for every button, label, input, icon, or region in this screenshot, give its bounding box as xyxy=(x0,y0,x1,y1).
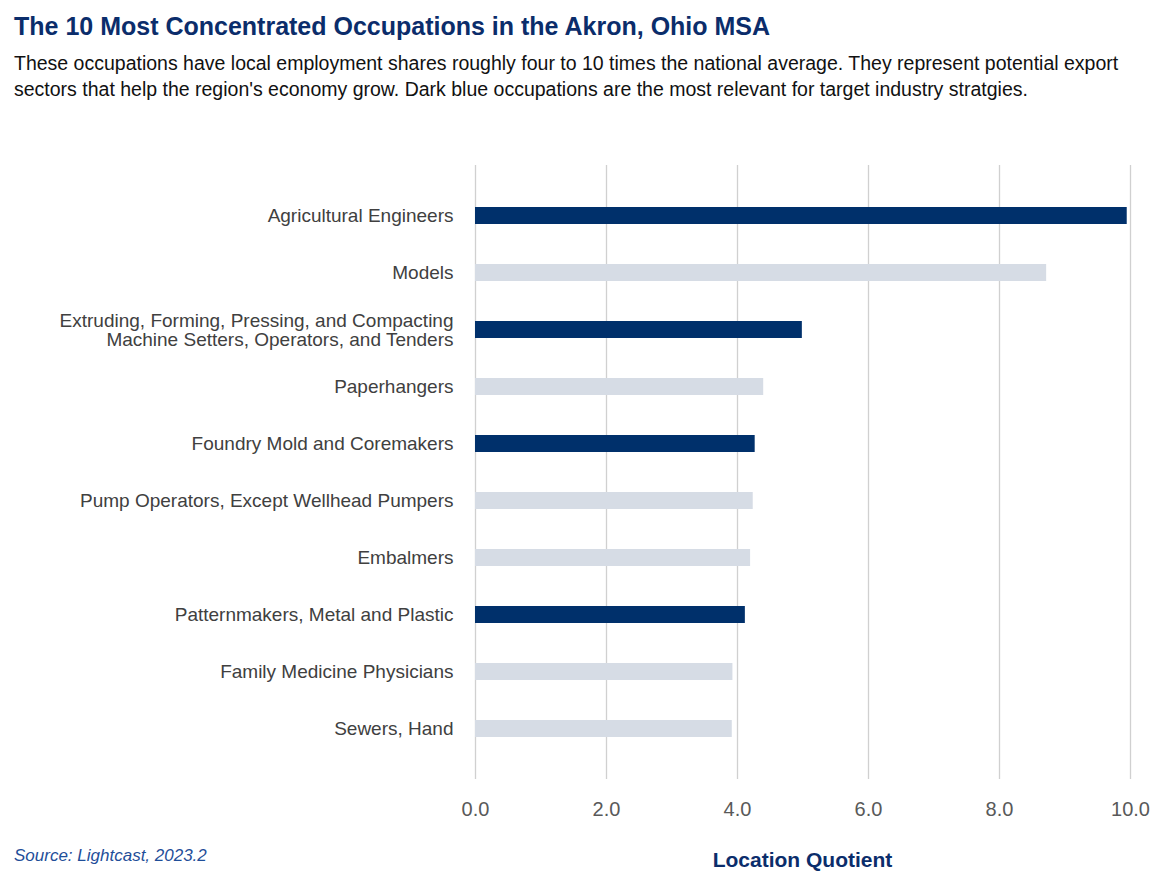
svg-text:8.0: 8.0 xyxy=(986,798,1014,820)
svg-text:Family Medicine Physicians: Family Medicine Physicians xyxy=(220,661,453,682)
svg-text:2.0: 2.0 xyxy=(593,798,621,820)
svg-text:Agricultural Engineers: Agricultural Engineers xyxy=(268,205,454,226)
html-text:Source: Lightcast, 2023.2: Source: Lightcast, 2023.2 xyxy=(14,846,207,865)
html-text:These occupations have local e: These occupations have local employment … xyxy=(14,52,1119,100)
html-text:The 10 Most Concentrated Occup: The 10 Most Concentrated Occupations in … xyxy=(14,12,771,40)
svg-text:Patternmakers, Metal and Plast: Patternmakers, Metal and Plastic xyxy=(175,604,454,625)
svg-text:Embalmers: Embalmers xyxy=(357,547,453,568)
html-text:Location Quotient: Location Quotient xyxy=(712,848,893,871)
svg-text:Pump Operators, Except Wellhea: Pump Operators, Except Wellhead Pumpers xyxy=(80,490,454,511)
svg-text:6.0: 6.0 xyxy=(855,798,883,820)
svg-text:10.0: 10.0 xyxy=(1111,798,1150,820)
svg-text:4.0: 4.0 xyxy=(724,798,752,820)
svg-text:Sewers, Hand: Sewers, Hand xyxy=(334,718,453,739)
svg-text:Extruding, Forming, Pressing,: Extruding, Forming, Pressing, and Compac… xyxy=(60,310,454,350)
svg-text:0.0: 0.0 xyxy=(462,798,490,820)
svg-text:Models: Models xyxy=(392,262,453,283)
svg-text:Foundry Mold and Coremakers: Foundry Mold and Coremakers xyxy=(192,433,454,454)
svg-text:Paperhangers: Paperhangers xyxy=(334,376,453,397)
